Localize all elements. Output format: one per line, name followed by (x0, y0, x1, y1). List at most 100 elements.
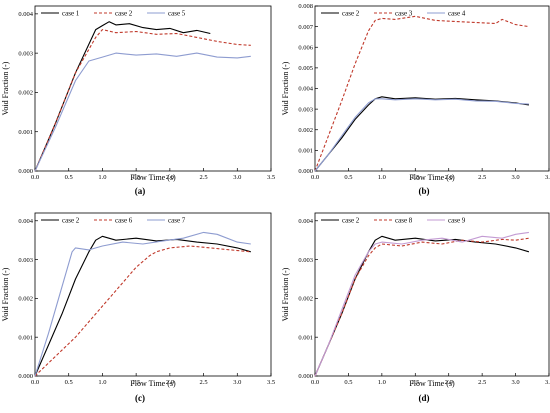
y-tick-label: 0.006 (298, 44, 313, 51)
x-axis-title: Flow Time (s) (130, 379, 176, 388)
series-line-case-2 (34, 235, 251, 377)
plot-frame (314, 5, 550, 172)
panel-a: 0.0 0.5 1.0 1.5 2.0 2.5 3.0 3.5 0.000 0.001 0.002 0… (1, 5, 275, 196)
y-tick-label: 0.004 (18, 218, 33, 225)
legend-entry: case 5 (168, 10, 186, 18)
x-tick-label: 1.5 (411, 379, 419, 386)
y-axis-title: Void Fraction (-) (1, 61, 10, 115)
y-axis-title: Void Fraction (-) (1, 267, 10, 321)
y-tick-label: 0.001 (298, 148, 313, 155)
x-tick-label: 3.5 (267, 174, 275, 181)
series-line-case-1 (34, 21, 211, 172)
y-tick-label: 0.000 (298, 168, 313, 175)
legend-entry: case 6 (115, 217, 133, 225)
legend-entry: case 4 (448, 10, 466, 18)
legend-entry: case 3 (395, 10, 413, 18)
y-tick-label: 0.000 (298, 373, 313, 380)
y-tick-label: 0.001 (18, 129, 33, 136)
panel-label: (a) (135, 186, 146, 196)
series-line-case-6 (34, 245, 251, 377)
y-tick-label: 0.000 (18, 168, 33, 175)
legend-entry: case 9 (448, 217, 466, 225)
x-tick-label: 2.5 (478, 174, 486, 181)
series-line-case-5 (34, 52, 251, 172)
panel-c: 0.0 0.5 1.0 1.5 2.0 2.5 3.0 3.5 0.000 0.001 0.002 0… (1, 212, 275, 403)
plot-frame (314, 212, 550, 377)
legend-entry: case 1 (62, 10, 80, 18)
y-tick-label: 0.003 (18, 257, 33, 264)
x-axis-title: Flow Time (s) (409, 379, 455, 388)
panel-d: 0.0 0.5 1.0 1.5 2.0 2.5 3.0 3.5 0.000 0.001 0.002 0… (281, 212, 550, 403)
x-axis-title: Flow Time (s) (130, 173, 176, 182)
series-line-case-2 (314, 235, 530, 377)
panel-label: (b) (419, 186, 430, 196)
series-line-case-7 (34, 231, 251, 377)
series-line-case-2 (314, 96, 529, 172)
x-tick-label: 1.5 (132, 379, 140, 386)
series-line-case-4 (314, 98, 529, 172)
x-tick-label: 2.0 (166, 174, 174, 181)
y-tick-label: 0.003 (298, 106, 313, 113)
x-tick-label: 0.5 (65, 379, 73, 386)
x-tick-label: 3.0 (233, 379, 241, 386)
plot-frame (34, 5, 272, 172)
y-tick-label: 0.007 (298, 24, 313, 31)
x-tick-label: 1.0 (98, 379, 106, 386)
x-tick-label: 1.5 (132, 174, 140, 181)
x-tick-label: 2.5 (200, 174, 208, 181)
legend-entry: case 2 (342, 10, 360, 18)
x-tick-label: 2.0 (445, 379, 453, 386)
x-tick-label: 3.5 (267, 379, 275, 386)
legend-entry: case 2 (62, 217, 80, 225)
x-tick-label: 1.0 (98, 174, 106, 181)
x-tick-label: 0.0 (311, 174, 319, 181)
series-line-case-9 (314, 231, 529, 377)
x-tick-label: 0.0 (31, 174, 39, 181)
y-tick-label: 0.003 (18, 50, 33, 57)
y-tick-label: 0.004 (298, 218, 313, 225)
panel-label: (d) (419, 393, 430, 403)
y-tick-label: 0.002 (298, 296, 313, 303)
x-tick-label: 3.0 (512, 379, 520, 386)
y-tick-label: 0.002 (18, 90, 33, 97)
x-tick-label: 0.0 (31, 379, 39, 386)
x-tick-label: 1.0 (378, 379, 386, 386)
x-tick-label: 0.0 (311, 379, 319, 386)
legend-entry: case 7 (168, 217, 186, 225)
x-tick-label: 2.0 (445, 174, 453, 181)
y-tick-label: 0.002 (18, 296, 33, 303)
series-line-case-2 (34, 29, 251, 172)
x-tick-label: 0.5 (344, 174, 352, 181)
legend-entry: case 2 (115, 10, 133, 18)
y-tick-label: 0.008 (298, 3, 313, 10)
y-tick-label: 0.002 (298, 127, 313, 134)
x-tick-label: 0.5 (65, 174, 73, 181)
panel-b: 0.0 0.5 1.0 1.5 2.0 2.5 3.0 3.5 0.000 0.001 0.002 0… (281, 3, 550, 196)
x-tick-label: 3.5 (545, 379, 550, 386)
panel-label: (c) (135, 393, 145, 403)
x-tick-label: 0.5 (344, 379, 352, 386)
x-tick-label: 3.0 (512, 174, 520, 181)
plot-frame (34, 212, 272, 377)
x-tick-label: 2.5 (478, 379, 486, 386)
y-tick-label: 0.001 (298, 334, 313, 341)
x-tick-label: 1.0 (378, 174, 386, 181)
y-tick-label: 0.004 (18, 11, 33, 18)
x-tick-label: 3.5 (545, 174, 550, 181)
x-tick-label: 3.0 (233, 174, 241, 181)
x-tick-label: 2.5 (200, 379, 208, 386)
legend-entry: case 8 (395, 217, 413, 225)
series-line-case-8 (314, 237, 529, 377)
x-tick-label: 2.0 (166, 379, 174, 386)
x-tick-label: 1.5 (411, 174, 419, 181)
y-tick-label: 0.005 (298, 65, 313, 72)
y-tick-label: 0.001 (18, 334, 33, 341)
y-tick-label: 0.003 (298, 257, 313, 264)
y-axis-title: Void Fraction (-) (281, 61, 290, 115)
legend-entry: case 2 (342, 217, 360, 225)
y-tick-label: 0.000 (18, 373, 33, 380)
y-tick-label: 0.004 (298, 86, 313, 93)
series-line-case-3 (314, 15, 529, 172)
y-axis-title: Void Fraction (-) (281, 267, 290, 321)
